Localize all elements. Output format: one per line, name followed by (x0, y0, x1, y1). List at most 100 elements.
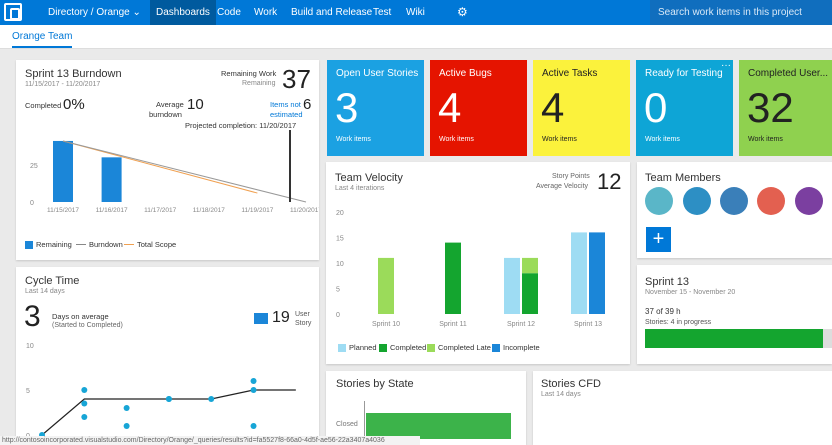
velocity-title: Team Velocity (335, 172, 403, 184)
cycle-time-point (81, 400, 88, 407)
burndown-widget[interactable]: Sprint 13 Burndown 11/15/2017 - 11/20/20… (16, 60, 319, 260)
y-tick-label: 5 (336, 287, 340, 294)
sprint-title: Sprint 13 (645, 276, 690, 288)
stories-by-state-widget[interactable]: Stories by State Closed (326, 371, 526, 445)
cycle-days-sub: (Started to Completed) (52, 322, 123, 329)
stories-cfd-widget[interactable]: Stories CFD Last 14 days (533, 371, 832, 445)
member-avatar[interactable] (757, 187, 785, 215)
velocity-bar-completed-late (522, 257, 538, 274)
legend-total-scope: Total Scope (124, 240, 176, 249)
x-tick-label: 11/19/2017 (241, 207, 273, 214)
y-tick-label: 0 (30, 200, 34, 207)
avg-velocity-label: Average Velocity (536, 183, 589, 190)
cfd-sub: Last 14 days (541, 391, 581, 398)
velocity-sub: Last 4 iterations (335, 185, 385, 192)
query-count: 4 (438, 84, 462, 131)
velocity-bar-completed (522, 273, 538, 314)
sprint-dates: November 15 - November 20 (645, 289, 736, 296)
x-tick-label: Sprint 12 (507, 321, 535, 328)
member-avatar[interactable] (645, 187, 673, 215)
avg-burndown-value: 10 (187, 96, 204, 113)
query-caption: Work items (439, 136, 474, 143)
x-tick-label: Sprint 11 (439, 321, 467, 328)
x-tick-label: 11/15/2017 (47, 207, 79, 214)
burndown-chart: 0 25 11/15/2017 11/16/2017 11/17/2017 11/18/2… (30, 130, 319, 214)
query-count: 0 (644, 84, 668, 131)
query-count: 3 (335, 84, 359, 131)
total-scope-line (62, 140, 258, 194)
nav-wiki[interactable]: Wiki (406, 7, 425, 18)
more-options-icon[interactable]: ··· (721, 60, 731, 71)
avg-burndown-label-2: burndown (149, 110, 182, 119)
nav-test[interactable]: Test (373, 7, 392, 18)
project-selector[interactable]: Directory / Orange ⌄ (40, 0, 149, 25)
nav-code[interactable]: Code (217, 7, 241, 18)
remaining-bar (101, 157, 122, 202)
query-tile[interactable]: Completed User... 32 Work items (739, 60, 832, 156)
remaining-bar (53, 140, 73, 202)
x-tick-label: 11/18/2017 (193, 207, 225, 214)
story-points-label: Story Points (552, 173, 590, 180)
vsts-logo-icon[interactable] (4, 3, 22, 21)
query-title: Completed User... (748, 68, 829, 79)
legend-remaining: Remaining (25, 240, 72, 249)
sprint-overview-widget[interactable]: Sprint 13 November 15 - November 20 37 o… (637, 265, 832, 364)
cycle-time-point (123, 405, 130, 411)
cycle-time-point (208, 396, 215, 402)
cycle-time-point (165, 396, 172, 402)
cycle-sub: Last 14 days (25, 288, 65, 295)
sprint-progress-bar (645, 329, 823, 348)
tab-orange-team[interactable]: Orange Team (12, 31, 73, 48)
query-title: Open User Stories (336, 68, 419, 79)
query-tile[interactable]: Ready for Testing 0 Work items (636, 60, 733, 156)
cycle-time-point (81, 387, 88, 393)
nav-work[interactable]: Work (254, 7, 278, 18)
team-members-title: Team Members (645, 172, 721, 184)
x-tick-label: 11/16/2017 (96, 207, 128, 214)
query-tile[interactable]: Active Tasks 4 Work items (533, 60, 630, 156)
top-nav-bar: Directory / Orange ⌄ Dashboards Code Wor… (0, 0, 832, 25)
cycle-days-label: Days on average (52, 312, 109, 321)
team-bar: Orange Team (0, 25, 832, 49)
book-icon (254, 313, 268, 324)
x-tick-label: Sprint 10 (372, 321, 400, 328)
cycle-time-point (81, 414, 88, 420)
cycle-time-widget[interactable]: Cycle Time Last 14 days 3 Days on averag… (16, 267, 319, 445)
member-avatar[interactable] (795, 187, 823, 215)
legend-planned: Planned (338, 343, 377, 352)
state-bar-closed (366, 413, 511, 439)
velocity-bar-planned (504, 257, 520, 314)
query-title: Active Tasks (542, 68, 598, 79)
member-avatar[interactable] (720, 187, 748, 215)
velocity-bar-planned (571, 232, 587, 314)
nav-dashboards[interactable]: Dashboards (150, 0, 216, 25)
avg-burndown-label-1: Average (156, 100, 184, 109)
query-caption: Work items (645, 136, 680, 143)
items-not-estimated-link-2[interactable]: estimated (270, 110, 303, 119)
query-caption: Work items (336, 136, 371, 143)
y-tick-label: 25 (30, 163, 38, 170)
sprint-stories: Stories: 4 in progress (645, 319, 712, 326)
completed-value: 0% (63, 96, 85, 113)
settings-gear-icon[interactable]: ⚙ (457, 5, 468, 19)
query-tile[interactable]: Active Bugs 4 Work items (430, 60, 527, 156)
status-bar-url: http://contosoincorporated.visualstudio.… (0, 436, 420, 445)
remaining-work-label: Remaining Work (221, 69, 277, 78)
stories-by-state-title: Stories by State (336, 378, 414, 390)
query-title: Ready for Testing (645, 68, 723, 79)
query-count: 32 (747, 84, 794, 131)
velocity-bar-incomplete (589, 232, 605, 314)
items-not-estimated-link-1[interactable]: Items not (270, 100, 301, 109)
query-caption: Work items (542, 136, 577, 143)
nav-build-and-release[interactable]: Build and Release (291, 7, 373, 18)
y-tick-label: 10 (26, 343, 34, 350)
velocity-chart: 0 5 10 15 20 Sprint 10 Sprint 11 Sprint 12 Sprin… (336, 210, 605, 328)
x-tick-label: Sprint 13 (574, 321, 602, 328)
query-tile[interactable]: Open User Stories 3 Work items (327, 60, 424, 156)
cycle-time-point (250, 423, 257, 429)
velocity-widget[interactable]: Team Velocity Last 4 iterations Story Po… (326, 162, 630, 364)
search-input[interactable]: Search work items in this project (650, 0, 832, 25)
add-member-button[interactable]: + (646, 227, 671, 252)
member-avatar[interactable] (683, 187, 711, 215)
